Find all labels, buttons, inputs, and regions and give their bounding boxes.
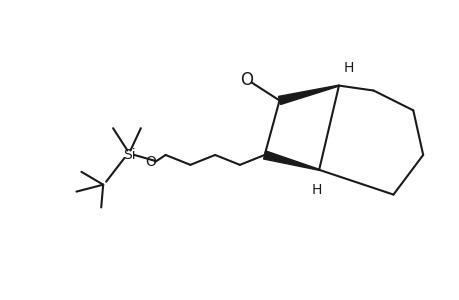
Text: Si: Si (123, 148, 135, 162)
Text: H: H (311, 183, 322, 196)
Polygon shape (263, 151, 319, 170)
Text: O: O (145, 155, 156, 169)
Text: H: H (343, 61, 353, 75)
Polygon shape (278, 85, 338, 104)
Text: O: O (240, 71, 253, 89)
